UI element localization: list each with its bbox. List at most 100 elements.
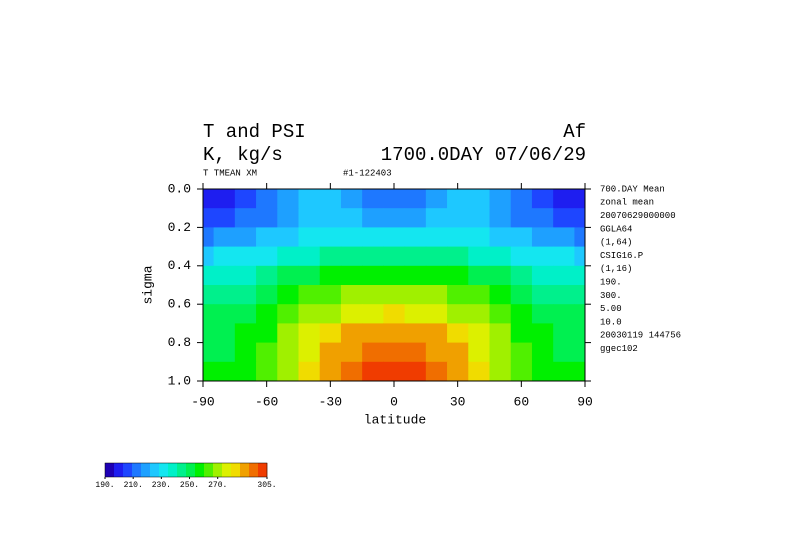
info-text: CSIG16.P xyxy=(600,251,643,261)
contour-cell xyxy=(425,342,448,363)
colorbar-swatch xyxy=(141,463,151,477)
contour-cell xyxy=(362,285,384,305)
contour-cell xyxy=(277,265,299,286)
contour-cell xyxy=(574,285,586,305)
contour-cell xyxy=(277,246,299,267)
contour-cell xyxy=(298,285,321,305)
colorbar-swatch xyxy=(222,463,232,477)
x-tick-label: -30 xyxy=(319,394,342,409)
contour-cell xyxy=(510,189,533,209)
contour-cell xyxy=(362,246,384,267)
contour-cell xyxy=(531,361,554,382)
info-text: 190. xyxy=(600,277,622,287)
contour-cell xyxy=(213,304,236,324)
contour-cell xyxy=(203,246,215,267)
colorbar-swatch xyxy=(249,463,259,477)
contour-cell xyxy=(340,285,363,305)
contour-cell xyxy=(383,342,406,363)
contour-cell xyxy=(404,189,427,209)
colorbar-swatch xyxy=(186,463,196,477)
colorbar-swatch xyxy=(132,463,142,477)
info-text: 10.0 xyxy=(600,317,622,327)
contour-cell xyxy=(362,265,384,286)
y-tick-label: 0.4 xyxy=(168,258,192,273)
contour-cell xyxy=(340,227,363,248)
contour-cell xyxy=(447,304,469,324)
info-text: 300. xyxy=(600,291,622,301)
contour-cell xyxy=(404,246,427,267)
contour-cell xyxy=(468,361,490,382)
contour-cell xyxy=(425,265,448,286)
contour-cell xyxy=(319,361,342,382)
contour-cell xyxy=(203,323,215,344)
contour-cell xyxy=(553,323,575,344)
contour-cell xyxy=(256,304,278,324)
colorbar-swatch xyxy=(240,463,250,477)
variable: T TMEAN XM xyxy=(203,168,257,178)
colorbar-swatch xyxy=(177,463,187,477)
x-tick-label: -60 xyxy=(255,394,278,409)
colorbar-label: 210. xyxy=(124,481,143,490)
contour-cell xyxy=(256,323,278,344)
y-tick-label: 1.0 xyxy=(168,373,191,388)
contour-cell xyxy=(277,208,299,228)
contour-cell xyxy=(510,246,533,267)
contour-cell xyxy=(319,285,342,305)
colorbar-swatch xyxy=(150,463,160,477)
contour-cell xyxy=(256,246,278,267)
contour-cell xyxy=(447,323,469,344)
contour-cell xyxy=(234,227,257,248)
contour-cell xyxy=(298,265,321,286)
contour-cell xyxy=(298,246,321,267)
contour-cell xyxy=(362,208,384,228)
contour-cell xyxy=(383,323,406,344)
contour-cell xyxy=(404,361,427,382)
contour-cell xyxy=(340,323,363,344)
contour-cell xyxy=(298,227,321,248)
colorbar-swatch xyxy=(213,463,223,477)
colorbar-swatch xyxy=(231,463,241,477)
info-text: 5.00 xyxy=(600,304,622,314)
contour-cell xyxy=(510,361,533,382)
contour-cell xyxy=(447,265,469,286)
contour-cell xyxy=(234,342,257,363)
contour-cell xyxy=(234,208,257,228)
chart-title-right: Af xyxy=(563,121,586,143)
contour-cell xyxy=(553,208,575,228)
contour-cell xyxy=(447,361,469,382)
info-text: (1,16) xyxy=(600,264,632,274)
contour-cell xyxy=(203,227,215,248)
contour-cell xyxy=(425,304,448,324)
contour-cell xyxy=(468,342,490,363)
contour-cell xyxy=(298,342,321,363)
colorbar-label: 270. xyxy=(208,481,227,490)
contour-cell xyxy=(203,189,215,209)
contour-cell xyxy=(447,342,469,363)
contour-cell xyxy=(404,265,427,286)
contour-cell xyxy=(234,304,257,324)
colorbar-label: 190. xyxy=(95,481,114,490)
x-tick-label: 0 xyxy=(390,394,398,409)
contour-cell xyxy=(362,323,384,344)
contour-cell xyxy=(489,285,512,305)
contour-cell xyxy=(425,361,448,382)
contour-cell xyxy=(510,285,533,305)
contour-cell xyxy=(203,285,215,305)
contour-cell xyxy=(213,227,236,248)
colorbar-swatch xyxy=(204,463,214,477)
contour-cell xyxy=(404,304,427,324)
contour-cell xyxy=(574,265,586,286)
contour-cell xyxy=(213,265,236,286)
contour-cell xyxy=(213,246,236,267)
contour-cell xyxy=(468,208,490,228)
contour-cell xyxy=(234,285,257,305)
contour-cell xyxy=(213,323,236,344)
info-text: 20070629000000 xyxy=(600,211,676,221)
contour-cell xyxy=(319,265,342,286)
contour-cell xyxy=(404,342,427,363)
contour-cell xyxy=(256,342,278,363)
colorbar-swatch xyxy=(114,463,124,477)
contour-cell xyxy=(553,246,575,267)
x-axis-label: latitude xyxy=(364,412,426,427)
contour-cell xyxy=(319,342,342,363)
